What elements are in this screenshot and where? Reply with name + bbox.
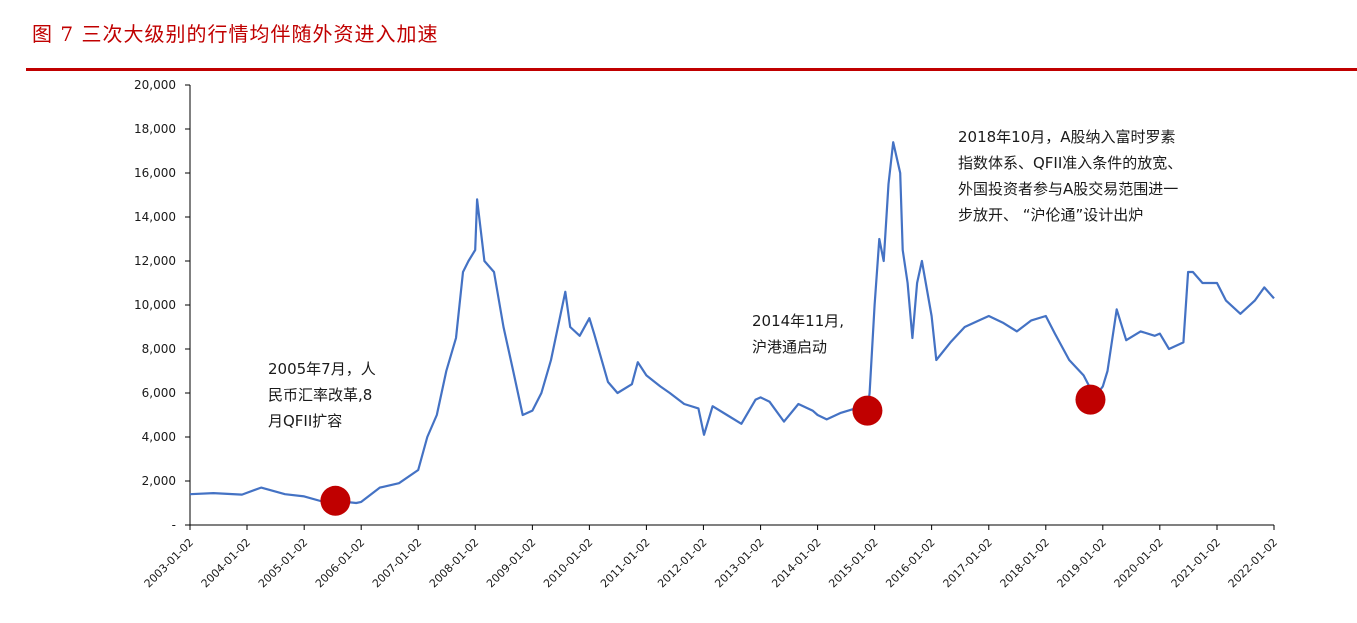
event-marker: [1075, 384, 1106, 415]
x-tick-label: 2020-01-02: [1112, 536, 1166, 590]
x-tick-label: 2016-01-02: [883, 536, 937, 590]
x-tick-label: 2008-01-02: [427, 536, 481, 590]
annotation-2014: 2014年11月, 沪港通启动: [752, 312, 845, 356]
y-tick-label: -: [172, 518, 176, 532]
title-rule: [26, 68, 1357, 71]
x-tick-label: 2003-01-02: [142, 536, 196, 590]
x-tick-label: 2022-01-02: [1226, 536, 1280, 590]
event-marker: [852, 395, 883, 426]
series-group: [189, 141, 1275, 505]
x-tick-label: 2013-01-02: [712, 536, 766, 590]
event-marker: [320, 485, 351, 516]
x-tick-label: 2010-01-02: [541, 536, 595, 590]
x-tick-label: 2005-01-02: [256, 536, 310, 590]
y-tick-label: 20,000: [134, 78, 176, 92]
x-tick-label: 2011-01-02: [598, 536, 652, 590]
x-tick-label: 2007-01-02: [370, 536, 424, 590]
x-tick-label: 2009-01-02: [484, 536, 538, 590]
y-tick-label: 6,000: [142, 386, 176, 400]
x-tick-label: 2021-01-02: [1169, 536, 1223, 590]
y-tick-label: 8,000: [142, 342, 176, 356]
markers-group: [320, 384, 1106, 516]
x-tick-label: 2006-01-02: [313, 536, 367, 590]
y-tick-label: 4,000: [142, 430, 176, 444]
x-tick-label: 2017-01-02: [941, 536, 995, 590]
y-tick-label: 18,000: [134, 122, 176, 136]
y-tick-label: 14,000: [134, 210, 176, 224]
y-tick-label: 12,000: [134, 254, 176, 268]
series-line: [189, 141, 1275, 505]
x-tick-label: 2015-01-02: [826, 536, 880, 590]
x-tick-label: 2014-01-02: [769, 536, 823, 590]
annotation-2018: 2018年10月，A股纳入富时罗素 指数体系、QFII准入条件的放宽、 外国投资…: [958, 128, 1183, 224]
x-tick-label: 2012-01-02: [655, 536, 709, 590]
annotation-2005: 2005年7月，人 民币汇率改革,8 月QFII扩容: [268, 360, 376, 430]
x-tick-label: 2019-01-02: [1055, 536, 1109, 590]
y-tick-label: 10,000: [134, 298, 176, 312]
x-axis: 2003-01-02 2004-01-02 2005-01-02 2006-01-02…: [142, 524, 1280, 590]
y-tick-label: 16,000: [134, 166, 176, 180]
x-tick-label: 2004-01-02: [199, 536, 253, 590]
y-axis: - 2,000 4,000 6,000 8,000 10,000 12,000 14,000 1…: [134, 78, 191, 532]
y-tick-label: 2,000: [142, 474, 176, 488]
x-tick-label: 2018-01-02: [998, 536, 1052, 590]
figure-title: 图 7 三次大级别的行情均伴随外资进入加速: [32, 22, 439, 46]
